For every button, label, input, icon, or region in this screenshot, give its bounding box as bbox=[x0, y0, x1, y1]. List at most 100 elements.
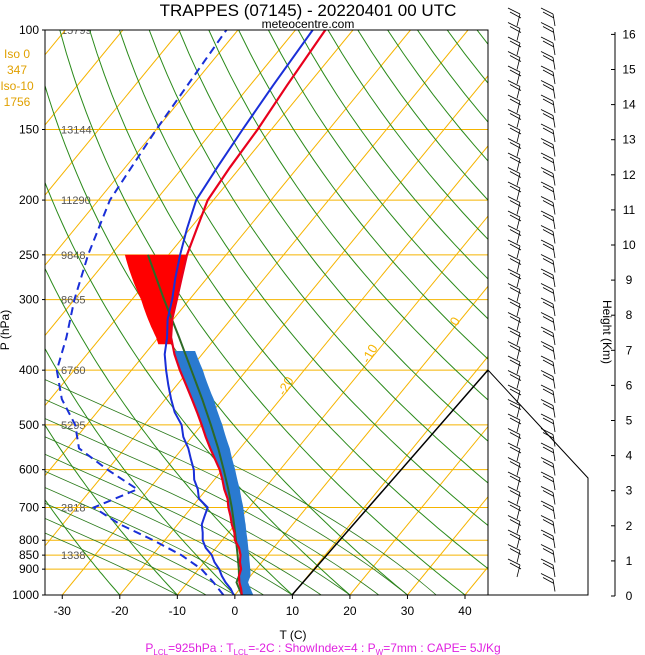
wind-staff bbox=[552, 144, 556, 157]
wind-staff bbox=[516, 231, 521, 244]
wind-barb bbox=[507, 167, 521, 174]
pressure-tick-label: 850 bbox=[19, 548, 39, 562]
wind-barb bbox=[540, 254, 554, 261]
wind-barb bbox=[507, 370, 521, 377]
wind-barb bbox=[509, 330, 522, 338]
wind-staff bbox=[552, 71, 556, 85]
wind-staff bbox=[552, 521, 556, 534]
wind-barb bbox=[509, 287, 522, 294]
wind-barb bbox=[507, 558, 521, 566]
temperature-tick-label: 20 bbox=[343, 604, 357, 618]
height-level-label: 2818 bbox=[61, 502, 85, 514]
height-level-label: 15799 bbox=[61, 25, 92, 37]
dry-adiabat bbox=[45, 498, 121, 595]
wind-barbs bbox=[507, 7, 556, 592]
chart-title: TRAPPES (07145) - 20220401 00 UTC bbox=[160, 1, 457, 20]
footer-text: =7mm : CAPE= 5J/Kg bbox=[383, 641, 500, 655]
wind-barb bbox=[540, 558, 554, 566]
pressure-tick-label: 800 bbox=[19, 533, 39, 547]
wind-barb bbox=[509, 548, 522, 555]
wind-barb bbox=[509, 417, 522, 425]
dewpoint-secondary-trace bbox=[55, 30, 228, 595]
skew-t-grid: 157991314411290984886656760529528181338-… bbox=[45, 25, 488, 595]
wind-barb bbox=[509, 519, 522, 526]
wind-staff bbox=[552, 463, 556, 476]
wind-barb bbox=[507, 181, 521, 189]
height-tick-label: 15 bbox=[622, 63, 636, 77]
wind-barb bbox=[509, 185, 522, 193]
wind-barb bbox=[542, 316, 555, 323]
y-axis-label: P (hPa) bbox=[0, 310, 12, 350]
wind-barb bbox=[542, 171, 555, 178]
wind-staff bbox=[552, 506, 556, 520]
x-axis-label: T (C) bbox=[279, 628, 306, 642]
pressure-tick-label: 500 bbox=[19, 418, 39, 432]
pressure-tick-label: 900 bbox=[19, 562, 39, 576]
wind-barb bbox=[507, 138, 521, 145]
moist-adiabat bbox=[45, 453, 322, 595]
wind-staff bbox=[516, 173, 521, 186]
moist-adiabat bbox=[45, 487, 264, 595]
wind-staff bbox=[552, 115, 556, 128]
wind-barb bbox=[507, 384, 521, 392]
dry-adiabat bbox=[327, 30, 488, 241]
footer-text: P bbox=[145, 641, 153, 655]
wind-barb bbox=[542, 548, 555, 555]
footer-text: =-2C : ShowIndex=4 : P bbox=[248, 641, 375, 655]
wind-barb bbox=[540, 167, 554, 174]
wind-barb bbox=[542, 490, 555, 497]
wind-barb bbox=[542, 533, 555, 541]
wind-barb bbox=[507, 94, 521, 102]
dry-adiabat bbox=[45, 347, 236, 595]
wind-barb bbox=[542, 214, 555, 222]
wind-staff bbox=[516, 86, 521, 99]
isotherm-label: -10 bbox=[358, 342, 380, 366]
wind-barb bbox=[507, 268, 521, 276]
wind-barb bbox=[542, 142, 555, 149]
sounding-traces bbox=[55, 30, 327, 595]
wind-barb bbox=[507, 283, 521, 290]
wind-barb bbox=[542, 417, 555, 425]
height-tick-label: 13 bbox=[622, 133, 636, 147]
temperature-trace bbox=[169, 30, 327, 595]
wind-barb bbox=[542, 562, 555, 570]
wind-staff bbox=[552, 332, 556, 346]
wind-barb bbox=[542, 84, 555, 91]
wind-staff bbox=[516, 187, 521, 201]
wind-barb bbox=[542, 98, 555, 106]
isotherm-line bbox=[349, 425, 488, 595]
wind-barb bbox=[540, 196, 554, 203]
wind-staff bbox=[552, 361, 556, 375]
wind-barb bbox=[507, 65, 521, 73]
wind-barb bbox=[540, 138, 554, 145]
wind-barb bbox=[540, 341, 554, 348]
pressure-tick-label: 700 bbox=[19, 500, 39, 514]
wind-staff bbox=[552, 579, 556, 592]
temperature-tick-label: 40 bbox=[458, 604, 472, 618]
height-tick-label: 4 bbox=[626, 449, 633, 463]
isotherm-line bbox=[45, 30, 469, 547]
wind-barb bbox=[507, 471, 521, 479]
wind-barb bbox=[509, 214, 522, 222]
wind-staff bbox=[516, 405, 521, 418]
wind-barb bbox=[507, 529, 521, 537]
wind-staff bbox=[516, 318, 521, 331]
wind-barb bbox=[507, 297, 521, 305]
wind-staff bbox=[516, 521, 521, 534]
moist-adiabat bbox=[45, 418, 379, 595]
height-tick-label: 7 bbox=[626, 343, 633, 357]
wind-barb bbox=[540, 225, 554, 232]
height-tick-label: 1 bbox=[626, 554, 633, 568]
height-tick-label: 9 bbox=[626, 273, 633, 287]
wind-barb bbox=[509, 11, 522, 19]
isotherm-line bbox=[234, 285, 488, 595]
wind-staff bbox=[516, 303, 521, 317]
wind-barb bbox=[540, 22, 554, 29]
height-level-label: 5295 bbox=[61, 420, 85, 432]
footer-indices: PLCL=925hPa : TLCL=-2C : ShowIndex=4 : P… bbox=[145, 641, 500, 655]
height-tick-label: 14 bbox=[622, 98, 636, 112]
wind-barb bbox=[509, 432, 522, 439]
wind-barb bbox=[507, 51, 521, 58]
wind-staff bbox=[516, 245, 521, 259]
